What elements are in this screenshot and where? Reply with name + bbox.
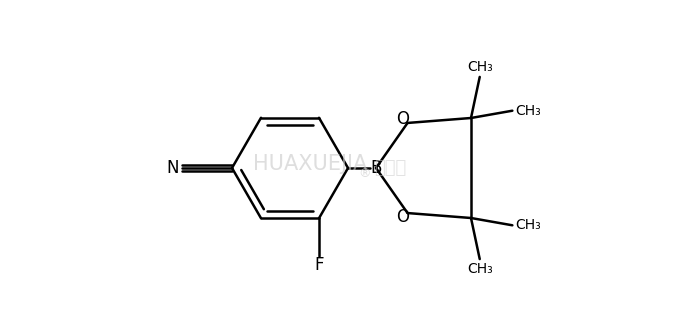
Text: CH₃: CH₃ bbox=[516, 104, 542, 118]
Text: F: F bbox=[314, 256, 324, 274]
Text: CH₃: CH₃ bbox=[516, 218, 542, 232]
Text: O: O bbox=[396, 208, 409, 226]
Text: O: O bbox=[396, 110, 409, 128]
Text: ®: ® bbox=[359, 168, 371, 180]
Text: CH₃: CH₃ bbox=[467, 262, 492, 276]
Text: 化学加: 化学加 bbox=[374, 159, 406, 177]
Text: HUAXUEJIA: HUAXUEJIA bbox=[253, 154, 367, 174]
Text: B: B bbox=[370, 159, 382, 177]
Text: CH₃: CH₃ bbox=[467, 60, 492, 74]
Text: N: N bbox=[167, 159, 179, 177]
